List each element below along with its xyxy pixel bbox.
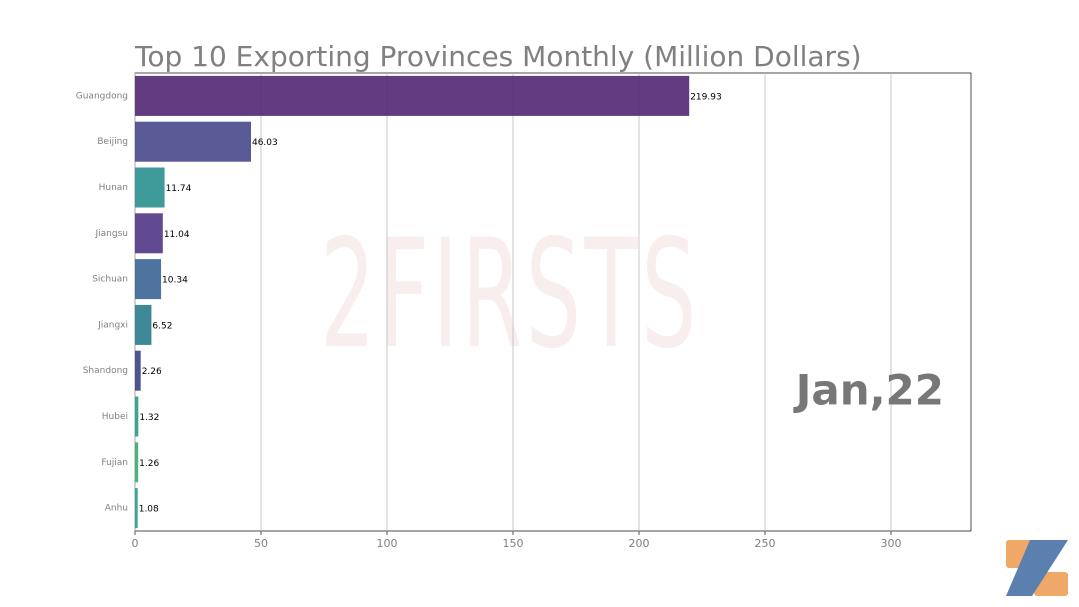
bar: [135, 259, 162, 300]
y-tick-label: Shandong: [83, 366, 128, 376]
value-label: 10.34: [162, 276, 188, 286]
x-tick-label: 100: [376, 537, 397, 550]
value-label: 2.26: [142, 367, 162, 377]
x-tick-label: 300: [880, 537, 901, 550]
x-tick-label: 150: [502, 537, 523, 550]
bar: [135, 488, 138, 529]
date-label: Jan,22: [793, 366, 944, 415]
value-label: 1.26: [139, 459, 159, 469]
y-tick-label: Hubei: [102, 412, 128, 422]
bar: [135, 304, 152, 345]
x-tick-label: 200: [628, 537, 649, 550]
bar: [135, 213, 163, 254]
x-tick-label: 250: [754, 537, 775, 550]
logo: [1006, 540, 1068, 596]
x-tick-label: 0: [132, 537, 139, 550]
chart-title: Top 10 Exporting Provinces Monthly (Mill…: [134, 40, 862, 73]
logo-slash: [1006, 540, 1068, 596]
bar: [135, 121, 251, 162]
y-tick-label: Fujian: [101, 458, 128, 468]
bar: [135, 350, 141, 391]
watermark: 2FIRSTS: [320, 208, 700, 382]
y-tick-label: Beijing: [97, 137, 128, 147]
value-label: 11.74: [166, 184, 192, 194]
value-label: 1.08: [139, 505, 159, 515]
y-tick-label: Jiangxi: [97, 320, 128, 330]
value-label: 6.52: [152, 321, 172, 331]
bar: [135, 396, 139, 437]
bar: [135, 167, 165, 208]
y-tick-label: Jiangsu: [95, 229, 128, 239]
value-label: 1.32: [139, 413, 159, 423]
value-label: 46.03: [252, 138, 278, 148]
value-label: 219.93: [690, 92, 722, 102]
y-tick-label: Sichuan: [92, 275, 128, 285]
x-tick-label: 50: [254, 537, 268, 550]
y-tick-label: Hunan: [99, 183, 128, 193]
y-tick-label: Anhu: [105, 504, 128, 514]
bar: [135, 75, 690, 116]
bar: [135, 442, 139, 483]
value-label: 11.04: [164, 230, 190, 240]
y-tick-label: Guangdong: [76, 91, 128, 101]
